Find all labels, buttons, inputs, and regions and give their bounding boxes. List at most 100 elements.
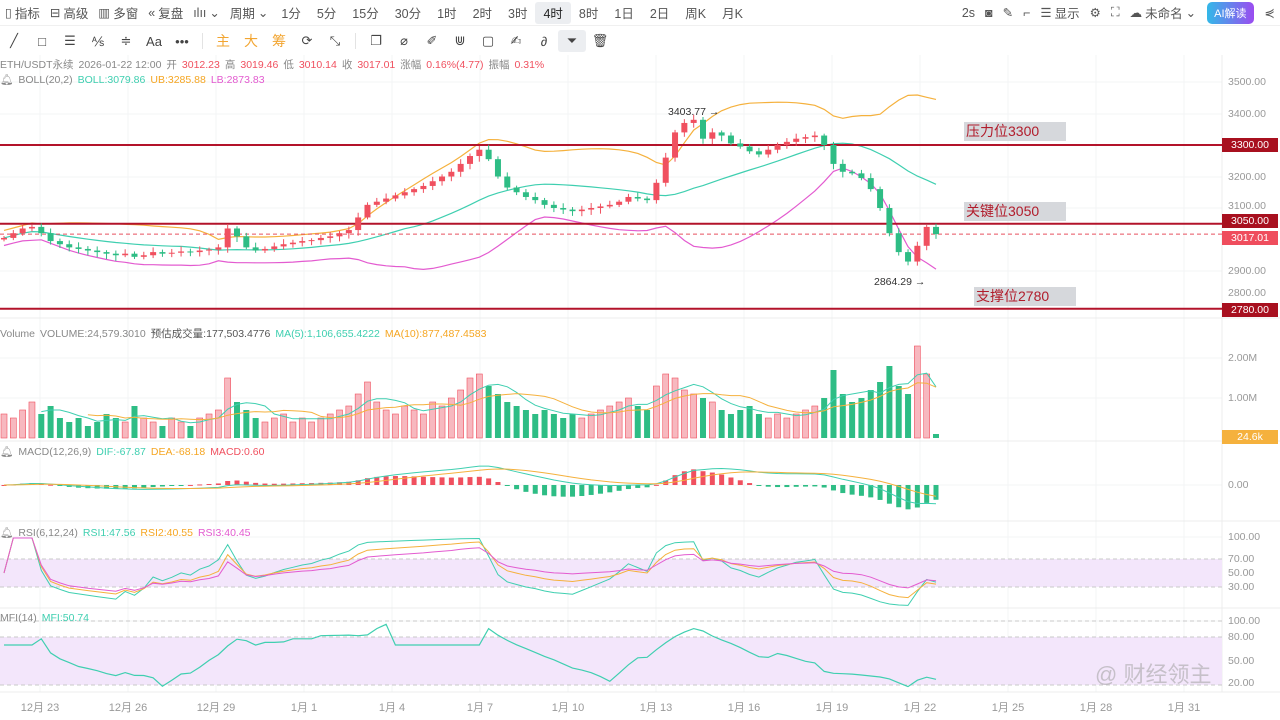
interval-8h[interactable]: 8时 [578, 7, 599, 21]
key-level-note[interactable]: 关键位3050 [964, 202, 1066, 221]
interval-2h[interactable]: 2时 [472, 7, 493, 21]
volume-bar [196, 417, 204, 439]
volume-bar [84, 426, 91, 438]
candle-up [383, 198, 390, 202]
horizontal-lines-icon[interactable]: ≑ [120, 33, 132, 48]
macd-value: MACD:0.60 [210, 446, 265, 458]
price-tick: 3400.00 [1228, 108, 1266, 120]
high-annotation: 3403.77 → [668, 106, 719, 118]
more-icon[interactable]: ••• [175, 33, 189, 49]
macd-histogram-bar [439, 477, 445, 485]
camera-icon[interactable]: ◙ [985, 5, 993, 20]
date-label: 1月 4 [378, 702, 406, 714]
indicators-button[interactable]: ▯ 指标 [5, 6, 40, 21]
layout-dropdown[interactable]: ☁ 未命名 ⌄ [1129, 6, 1197, 21]
link-icon[interactable]: ∂ [540, 33, 548, 49]
pen-icon[interactable]: ✎ [1002, 6, 1014, 20]
interval-month[interactable]: 月K [722, 7, 743, 21]
bell-icon[interactable]: 🔔︎ [0, 527, 14, 539]
volume-bar [914, 345, 921, 439]
interval-4h[interactable]: 4时 [535, 1, 571, 24]
rsi1-value: RSI1:47.56 [82, 527, 136, 539]
filter-icon[interactable]: ⏷ [558, 30, 586, 52]
resistance-note[interactable]: 压力位3300 [964, 122, 1066, 141]
low-label: 低 [283, 59, 294, 71]
bell-icon[interactable]: 🔔︎ [0, 74, 14, 86]
macd-histogram-bar [868, 485, 874, 498]
interval-3h[interactable]: 3时 [508, 7, 528, 21]
rsi-legend[interactable]: 🔔︎ RSI(6,12,24) RSI1:47.56 RSI2:40.55 RSI3:4… [0, 526, 256, 539]
interval-1m[interactable]: 1分 [281, 7, 301, 21]
date-label: 1月 10 [551, 702, 585, 714]
chart-type-dropdown[interactable]: ılıı ⌄ [188, 2, 225, 24]
macd-legend[interactable]: 🔔︎ MACD(12,26,9) DIF:-67.87 DEA:-68.18 MACD:… [0, 445, 269, 458]
candle-up [606, 204, 613, 207]
macd-histogram-bar [775, 485, 781, 488]
volume-bar [802, 409, 809, 439]
note-icon[interactable]: ✍ [510, 33, 522, 48]
volume-value: VOLUME:24,579.3010 [40, 328, 146, 340]
trash-icon[interactable]: 🗑 [591, 33, 609, 48]
interval-2d[interactable]: 2日 [649, 7, 670, 21]
share-icon[interactable]: ⋞ [1264, 6, 1275, 20]
settings-icon[interactable]: ⚙ [1089, 6, 1101, 20]
macd-histogram-bar [877, 485, 883, 500]
volume-bar [615, 401, 623, 439]
interval-5m[interactable]: 5分 [316, 7, 337, 21]
ruler-icon[interactable]: ⌀ [400, 33, 408, 48]
candle-down [112, 253, 119, 256]
interval-15m[interactable]: 15分 [352, 7, 379, 21]
rsi-tick: 100.00 [1228, 531, 1261, 543]
candle-down [103, 252, 110, 254]
main-force-button[interactable]: 主 [216, 33, 230, 49]
copy-icon[interactable]: ❐ [370, 33, 382, 48]
measure-icon[interactable]: ⤡ [329, 33, 341, 48]
bell-icon[interactable]: 🔔︎ [0, 446, 14, 458]
parallel-lines-icon[interactable]: ☰ [64, 33, 76, 48]
macd-histogram-bar [178, 485, 184, 486]
advanced-button[interactable]: ⊟ 高级 [49, 6, 89, 21]
fib-tool-icon[interactable]: ⅍ [91, 33, 105, 49]
support-note[interactable]: 支撑位2780 [974, 287, 1076, 306]
period-dropdown[interactable]: 周期 ⌄ [229, 6, 269, 21]
volume-bar [476, 373, 483, 439]
interval-1d[interactable]: 1日 [614, 7, 634, 21]
display-button[interactable]: ☰ 显示 [1040, 6, 1080, 21]
chip-distribution-button[interactable]: 筹 [272, 33, 286, 49]
mfi-tick: 100.00 [1228, 615, 1261, 627]
candle-down [159, 252, 166, 254]
line-tool-icon[interactable]: ╱ [10, 33, 18, 48]
macd-histogram-bar [467, 477, 473, 485]
multi-window-button[interactable]: ▥ 多窗 [98, 6, 139, 21]
text-tool-icon[interactable]: Aa [146, 33, 162, 49]
cloud-icon: ☁ [1129, 6, 1143, 20]
magnet-icon[interactable]: ⋓ [454, 33, 466, 48]
candle-up [914, 245, 921, 262]
candle-up [672, 132, 679, 158]
sync-icon[interactable]: ⟳ [301, 33, 313, 48]
big-order-button[interactable]: 大 [244, 33, 258, 49]
date-label: 1月 22 [903, 702, 937, 714]
interval-30m[interactable]: 30分 [394, 7, 422, 21]
refresh-rate[interactable]: 2s [961, 5, 976, 20]
lock-icon[interactable]: ▢ [481, 33, 495, 48]
brush-icon[interactable]: ✐ [426, 33, 438, 48]
rectangle-tool-icon[interactable]: □ [38, 33, 46, 49]
volume-bar [56, 418, 63, 438]
interval-week[interactable]: 周K [685, 7, 707, 21]
rsi2-line [3, 537, 937, 599]
replay-button[interactable]: «复盘 [148, 5, 184, 22]
interval-1h[interactable]: 1时 [437, 7, 457, 21]
volume-bar [662, 373, 670, 439]
volume-bar [177, 421, 185, 439]
advanced-icon: ⊟ [49, 6, 61, 20]
crop-icon[interactable]: ⌐ [1023, 5, 1031, 20]
ai-analysis-button[interactable]: AI解读 [1207, 1, 1254, 24]
rsi-band [0, 559, 1222, 587]
fullscreen-icon[interactable]: ⛶ [1110, 5, 1120, 19]
volume-bar [569, 414, 576, 438]
mfi-band [0, 637, 1222, 685]
macd-dea-line [3, 468, 937, 497]
boll-legend[interactable]: 🔔︎ BOLL(20,2) BOLL:3079.86 UB:3285.88 LB:287… [0, 73, 270, 86]
